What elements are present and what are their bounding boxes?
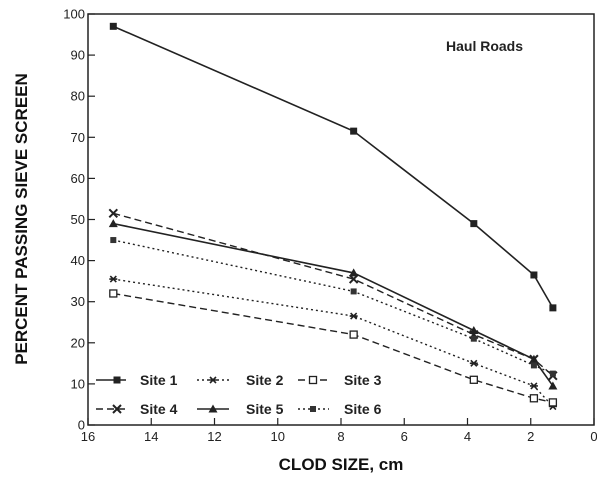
legend-item: Site 1: [96, 372, 178, 388]
series-line: [113, 26, 553, 308]
series-site-5: [109, 219, 558, 389]
legend-marker: [114, 377, 121, 384]
y-tick-label: 40: [71, 253, 85, 268]
legend-label: Site 3: [344, 372, 382, 388]
x-tick-label: 14: [144, 429, 158, 444]
legend-item: Site 3: [298, 372, 382, 388]
series-line: [113, 240, 553, 374]
series-site-3: [110, 290, 557, 406]
legend-label: Site 4: [140, 401, 178, 417]
data-point: [471, 336, 477, 342]
data-point: [530, 395, 537, 402]
y-tick-label: 30: [71, 294, 85, 309]
data-point: [549, 399, 556, 406]
x-axis: 16 14 12 10 8 6 4 2 0: [81, 418, 597, 444]
legend-marker: [310, 377, 317, 384]
y-tick-label: 70: [71, 130, 85, 145]
data-point: [531, 362, 537, 368]
x-tick-label: 10: [271, 429, 285, 444]
legend-label: Site 2: [246, 372, 284, 388]
data-point: [549, 304, 556, 311]
x-tick-label: 12: [207, 429, 221, 444]
y-tick-label: 10: [71, 376, 85, 391]
data-point: [350, 331, 357, 338]
y-tick-label: 50: [71, 212, 85, 227]
x-tick-label: 8: [337, 429, 344, 444]
legend-item: Site 4: [96, 401, 178, 417]
x-tick-label: 4: [464, 429, 471, 444]
data-point: [109, 209, 117, 217]
data-point: [109, 219, 118, 227]
x-tick-label: 16: [81, 429, 95, 444]
legend-label: Site 1: [140, 372, 178, 388]
legend-marker: [209, 377, 217, 383]
y-tick-label: 100: [63, 7, 85, 22]
legend: Site 1 Site 2 Site 3 Site 4 Site 5 Site 6: [96, 372, 382, 417]
legend-label: Site 5: [246, 401, 284, 417]
legend-item: Site 5: [197, 401, 284, 417]
legend-item: Site 2: [197, 372, 284, 388]
data-point: [110, 23, 117, 30]
plot-frame: [88, 14, 594, 425]
data-point: [470, 360, 478, 366]
series-site-2: [109, 276, 557, 409]
data-point: [550, 371, 556, 377]
legend-label: Site 6: [344, 401, 382, 417]
data-point: [469, 326, 478, 334]
x-tick-label: 6: [401, 429, 408, 444]
annotation-haul-roads: Haul Roads: [446, 38, 523, 54]
y-tick-label: 20: [71, 335, 85, 350]
y-tick-label: 80: [71, 89, 85, 104]
series-line: [113, 293, 553, 402]
data-point: [530, 383, 538, 389]
y-axis-title: PERCENT PASSING SIEVE SCREEN: [12, 73, 31, 365]
data-point: [109, 276, 117, 282]
data-point: [350, 313, 358, 319]
series-layer: [109, 23, 558, 410]
y-tick-label: 90: [71, 48, 85, 63]
legend-item: Site 6: [298, 401, 382, 417]
data-point: [110, 290, 117, 297]
data-point: [351, 288, 357, 294]
data-point: [470, 376, 477, 383]
data-point: [470, 220, 477, 227]
legend-marker: [310, 406, 316, 412]
x-axis-title: CLOD SIZE, cm: [279, 455, 404, 474]
x-tick-label: 0: [590, 429, 597, 444]
series-site-4: [109, 209, 557, 379]
data-point: [350, 128, 357, 135]
series-site-6: [110, 237, 556, 377]
x-tick-label: 2: [527, 429, 534, 444]
data-point: [110, 237, 116, 243]
y-tick-label: 60: [71, 171, 85, 186]
data-point: [530, 271, 537, 278]
series-line: [113, 279, 553, 406]
